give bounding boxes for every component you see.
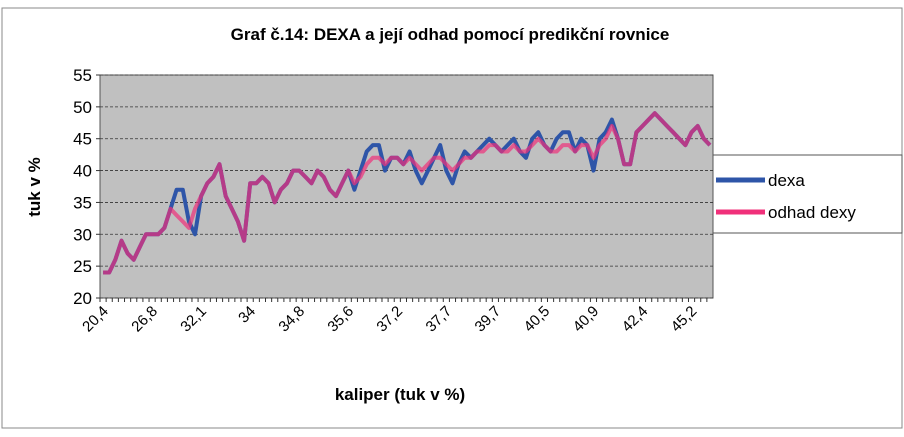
y-tick-label: 50 — [73, 98, 92, 117]
y-tick-label: 30 — [73, 225, 92, 244]
y-tick-label: 25 — [73, 257, 92, 276]
x-axis-title: kaliper (tuk v %) — [335, 385, 465, 404]
legend-label: odhad dexy — [768, 203, 856, 222]
y-tick-label: 35 — [73, 193, 92, 212]
y-axis-title: tuk v % — [25, 157, 44, 217]
legend-label: dexa — [768, 171, 805, 190]
y-tick-label: 55 — [73, 66, 92, 85]
y-tick-label: 45 — [73, 130, 92, 149]
y-tick-label: 40 — [73, 162, 92, 181]
legend — [712, 154, 903, 234]
plot-area — [99, 74, 714, 299]
chart-title: Graf č.14: DEXA a její odhad pomocí pred… — [231, 25, 670, 44]
y-tick-label: 20 — [73, 289, 92, 308]
series-line — [103, 111, 712, 275]
